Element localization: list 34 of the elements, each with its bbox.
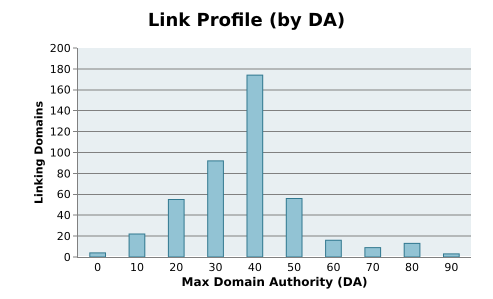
x-tick-label: 70	[366, 261, 380, 274]
bar	[325, 240, 342, 257]
y-tick-label: 180	[50, 62, 71, 76]
y-tick-label: 120	[50, 125, 71, 138]
y-tick-label: 100	[50, 146, 71, 160]
bar	[246, 74, 264, 257]
x-axis-title: Max Domain Authority (DA)	[182, 275, 368, 290]
bar	[128, 234, 146, 257]
bar	[286, 198, 303, 257]
y-tick-label: 20	[56, 230, 71, 243]
x-tick-label: 90	[444, 261, 458, 274]
x-tick-label: 80	[405, 261, 420, 274]
y-tick-label: 0	[64, 250, 71, 264]
bar	[207, 160, 224, 257]
x-tick-label: 50	[287, 261, 302, 274]
y-tick-label: 160	[50, 84, 71, 97]
y-tick-label: 60	[56, 188, 71, 202]
x-tick-label: 30	[208, 261, 223, 274]
y-tick-label: 140	[50, 104, 71, 118]
x-tick-label: 40	[248, 261, 262, 274]
y-axis-title: Linking Domains	[32, 100, 46, 204]
bar	[442, 253, 460, 257]
bar	[89, 252, 106, 257]
x-tick-label: 10	[130, 261, 144, 274]
chart-title: Link Profile (by DA)	[148, 10, 346, 32]
x-tick-label: 20	[169, 261, 184, 274]
x-tick-label: 0	[94, 261, 102, 274]
x-tick-label: 60	[326, 261, 340, 274]
y-tick-label: 40	[56, 209, 71, 222]
bar	[364, 247, 382, 257]
y-tick-label: 200	[50, 42, 71, 55]
bar	[168, 199, 185, 257]
bar	[404, 242, 420, 257]
y-tick-label: 80	[56, 167, 71, 180]
